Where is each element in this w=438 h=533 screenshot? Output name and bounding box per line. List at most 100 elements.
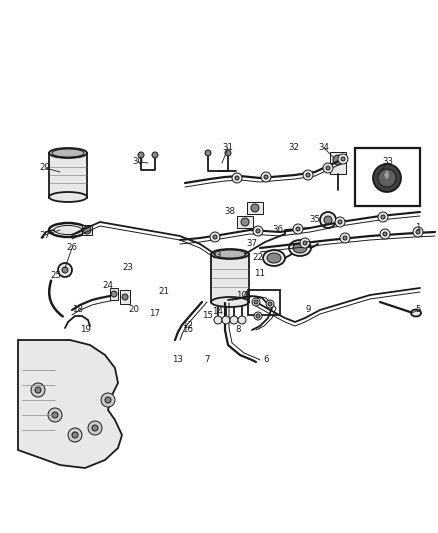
Text: 2: 2 [305, 241, 311, 251]
Text: 1: 1 [415, 223, 421, 232]
Ellipse shape [263, 250, 285, 266]
Circle shape [68, 428, 82, 442]
Bar [82, 225, 92, 235]
Circle shape [268, 302, 272, 306]
Bar [355, 148, 420, 206]
Ellipse shape [267, 253, 281, 263]
Text: 25: 25 [50, 271, 61, 279]
Ellipse shape [211, 249, 249, 259]
Bar [49, 153, 87, 198]
Circle shape [333, 155, 343, 165]
Circle shape [72, 432, 78, 438]
Circle shape [52, 412, 58, 418]
Circle shape [83, 226, 91, 234]
Circle shape [300, 238, 310, 248]
Text: 26: 26 [67, 244, 78, 253]
Circle shape [48, 408, 62, 422]
Ellipse shape [52, 149, 84, 157]
Circle shape [35, 387, 41, 393]
Circle shape [380, 229, 390, 239]
Circle shape [303, 170, 313, 180]
Circle shape [111, 291, 117, 297]
Text: 14: 14 [212, 308, 223, 317]
Text: 38: 38 [225, 207, 236, 216]
Circle shape [214, 316, 222, 324]
Circle shape [122, 294, 128, 300]
Circle shape [58, 263, 72, 277]
Text: 4: 4 [242, 292, 248, 301]
Text: 32: 32 [289, 143, 300, 152]
Text: 19: 19 [80, 326, 90, 335]
Circle shape [373, 164, 401, 192]
Circle shape [152, 152, 158, 158]
Ellipse shape [211, 297, 249, 307]
Wedge shape [384, 171, 389, 179]
Circle shape [413, 227, 423, 237]
Circle shape [256, 314, 260, 318]
Text: 16: 16 [183, 326, 194, 335]
Circle shape [138, 152, 144, 158]
Text: 5: 5 [415, 305, 421, 314]
Circle shape [31, 383, 45, 397]
Text: 17: 17 [149, 310, 160, 319]
Text: 6: 6 [263, 356, 269, 365]
Bar [110, 288, 118, 300]
Text: 12: 12 [183, 320, 194, 329]
Circle shape [222, 316, 230, 324]
Text: 10: 10 [237, 290, 247, 300]
Circle shape [205, 150, 211, 156]
Text: 7: 7 [204, 356, 210, 365]
Circle shape [88, 421, 102, 435]
Text: 33: 33 [382, 157, 393, 166]
Circle shape [303, 241, 307, 245]
Circle shape [210, 232, 220, 242]
Circle shape [264, 175, 268, 179]
Circle shape [256, 229, 260, 233]
Circle shape [266, 300, 274, 308]
Text: 22: 22 [252, 254, 264, 262]
Text: 37: 37 [247, 239, 258, 248]
Text: 29: 29 [39, 164, 50, 173]
Ellipse shape [289, 240, 311, 256]
Circle shape [62, 267, 68, 273]
Circle shape [230, 316, 238, 324]
Circle shape [251, 204, 259, 212]
Circle shape [340, 233, 350, 243]
Circle shape [324, 216, 332, 224]
Text: 18: 18 [73, 305, 84, 314]
Bar [120, 290, 130, 304]
Circle shape [254, 300, 258, 304]
Text: 36: 36 [272, 225, 283, 235]
Text: 30: 30 [133, 157, 144, 166]
Circle shape [213, 235, 217, 239]
Circle shape [416, 230, 420, 234]
Text: 34: 34 [318, 143, 329, 152]
Bar [247, 202, 263, 214]
Text: 31: 31 [223, 143, 233, 152]
Circle shape [383, 232, 387, 236]
Circle shape [253, 226, 263, 236]
Circle shape [261, 172, 271, 182]
Circle shape [338, 220, 342, 224]
Circle shape [378, 212, 388, 222]
Bar [237, 216, 253, 228]
Circle shape [235, 176, 239, 180]
Ellipse shape [54, 225, 82, 235]
Text: 13: 13 [173, 356, 184, 365]
FancyArrowPatch shape [49, 281, 63, 317]
Text: 3: 3 [215, 252, 221, 261]
Circle shape [341, 157, 345, 161]
Text: 35: 35 [310, 215, 321, 224]
Ellipse shape [293, 243, 307, 253]
Text: 8: 8 [235, 326, 241, 335]
Circle shape [320, 212, 336, 228]
Bar [330, 152, 346, 174]
Circle shape [326, 166, 330, 170]
Circle shape [101, 393, 115, 407]
Circle shape [338, 154, 348, 164]
Text: 27: 27 [39, 230, 50, 239]
Text: 20: 20 [128, 305, 139, 314]
Text: 11: 11 [254, 269, 265, 278]
Circle shape [254, 312, 262, 320]
Ellipse shape [214, 250, 246, 258]
